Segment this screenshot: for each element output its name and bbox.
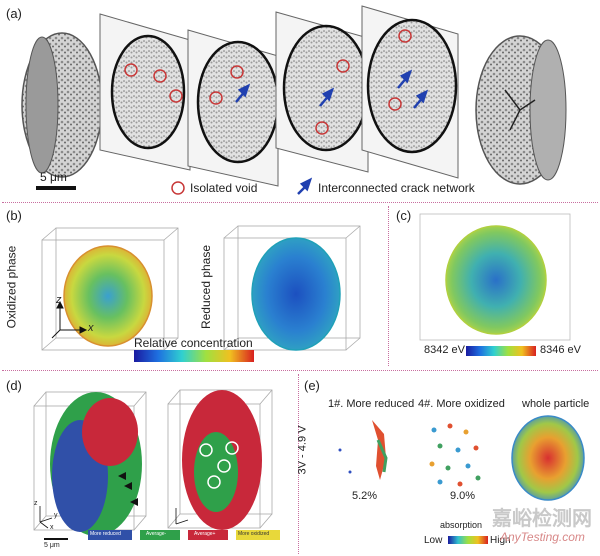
energy-map-particle [445, 225, 547, 335]
watermark-en: AnyTesting.com [500, 530, 585, 544]
legend-void-text: Isolated void [190, 181, 258, 195]
colorbar-title: Relative concentration [134, 336, 253, 350]
axis-x-d: x [50, 524, 54, 531]
absorption-label: absorption [440, 520, 483, 530]
legend-more-oxidized-text: More oxidized [238, 531, 270, 537]
map-whole-particle [511, 415, 585, 501]
absorption-low: Low [424, 535, 443, 546]
separator-d-e [298, 374, 299, 554]
pct2-label: 9.0% [450, 490, 476, 502]
panel-a-label: (a) [6, 6, 22, 21]
panel-e-label: (e) [304, 378, 320, 393]
panel-e-graphic [326, 414, 585, 544]
particle-d2-voids [199, 441, 239, 489]
col1-title: 1#. More reduced [328, 398, 415, 410]
panel-c-label: (c) [396, 208, 412, 223]
pct1-label: 5.2% [352, 490, 378, 502]
reduced-phase-label: Reduced phase [199, 244, 214, 330]
concentration-colorbar [134, 350, 254, 362]
legend-average-minus-text: Average- [146, 531, 167, 537]
energy-colorbar [466, 346, 536, 356]
panel-b-label: (b) [6, 208, 22, 223]
absorption-colorbar [448, 536, 488, 544]
particle-d2-green [194, 432, 238, 512]
axes-b [51, 300, 88, 339]
panel-c-graphic [419, 213, 571, 356]
axis-z-d: z [34, 500, 38, 507]
map-more-reduced [326, 414, 394, 498]
axis-y-d: y [54, 512, 58, 519]
particle-d1-arrows [118, 472, 138, 506]
axis-z-b: z [56, 294, 62, 306]
scale-bar-a-label: 5 μm [40, 170, 67, 184]
absorption-high: High [490, 535, 511, 546]
panel-b-graphic [41, 225, 361, 362]
slice-1 [99, 13, 191, 171]
panel-a-graphic [21, 5, 567, 195]
separator-bc [2, 370, 598, 371]
watermark-cn: 嘉峪检测网 [492, 508, 592, 530]
scale-bar-d-label: 5 μm [44, 542, 60, 549]
col3-title: whole particle [522, 398, 590, 410]
energy-high-label: 8346 eV [540, 344, 581, 356]
crack-arrows [235, 69, 429, 109]
legend-average-plus [188, 530, 228, 540]
particle-d1-red [82, 398, 138, 466]
legend-average-plus-text: Average+ [194, 531, 216, 537]
void-markers [124, 29, 412, 135]
reduced-box [223, 225, 361, 351]
oxidized-particle [63, 245, 153, 347]
separator-a [2, 202, 598, 203]
legend-void-icon [171, 181, 185, 195]
oxidized-phase-label: Oxidized phase [4, 245, 19, 329]
axis-x-b: x [88, 322, 94, 334]
panel-d-label: (d) [6, 378, 22, 393]
reduced-particle [251, 237, 341, 351]
particle-right-3d [475, 35, 567, 185]
scale-bar-d [44, 538, 68, 540]
slice-3 [275, 11, 370, 173]
particle-left-3d [21, 32, 103, 178]
panel-c-frame [419, 213, 571, 341]
legend-crack-text: Interconnected crack network [318, 181, 475, 195]
legend-crack-icon [297, 177, 313, 195]
legend-more-reduced-text: More reduced [90, 531, 121, 537]
map-more-oxidized [420, 414, 490, 498]
legend-more-oxidized [236, 530, 280, 540]
legend-more-reduced [88, 530, 132, 540]
col2-title: 4#. More oxidized [418, 398, 505, 410]
legend-average-minus [140, 530, 180, 540]
panel-d-graphic [33, 389, 280, 540]
axes-d [39, 506, 189, 529]
slice-2 [187, 29, 280, 187]
separator-b-c [388, 206, 389, 366]
slice-4 [361, 5, 459, 179]
scale-bar-a [36, 186, 76, 190]
energy-low-label: 8342 eV [424, 344, 465, 356]
